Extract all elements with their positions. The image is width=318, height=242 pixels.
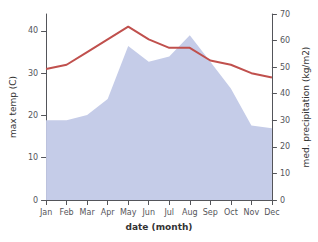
svg-text:50: 50 xyxy=(280,63,290,72)
svg-text:70: 70 xyxy=(280,10,290,19)
svg-text:date (month): date (month) xyxy=(126,222,193,232)
svg-text:Dec: Dec xyxy=(264,208,279,217)
svg-text:40: 40 xyxy=(28,26,38,35)
svg-text:10: 10 xyxy=(280,169,290,178)
svg-text:Sep: Sep xyxy=(203,208,218,217)
svg-text:Feb: Feb xyxy=(60,208,74,217)
svg-text:max temp (C): max temp (C) xyxy=(8,76,18,138)
svg-text:med. precipitation (kg/m2): med. precipitation (kg/m2) xyxy=(301,47,311,168)
svg-text:Jan: Jan xyxy=(39,208,52,217)
svg-text:Jun: Jun xyxy=(141,208,155,217)
svg-text:Mar: Mar xyxy=(80,208,96,217)
svg-text:Nov: Nov xyxy=(244,208,260,217)
svg-text:0: 0 xyxy=(280,196,285,205)
svg-text:May: May xyxy=(120,208,137,217)
svg-text:Aug: Aug xyxy=(182,208,198,217)
svg-text:60: 60 xyxy=(280,36,290,45)
svg-text:Apr: Apr xyxy=(101,208,116,217)
svg-text:20: 20 xyxy=(280,142,290,151)
svg-text:Oct: Oct xyxy=(224,208,238,217)
svg-text:0: 0 xyxy=(33,196,38,205)
svg-text:30: 30 xyxy=(280,116,290,125)
svg-text:20: 20 xyxy=(28,111,38,120)
svg-text:40: 40 xyxy=(280,89,290,98)
svg-text:10: 10 xyxy=(28,153,38,162)
svg-text:Jul: Jul xyxy=(163,208,174,217)
svg-text:30: 30 xyxy=(28,69,38,78)
